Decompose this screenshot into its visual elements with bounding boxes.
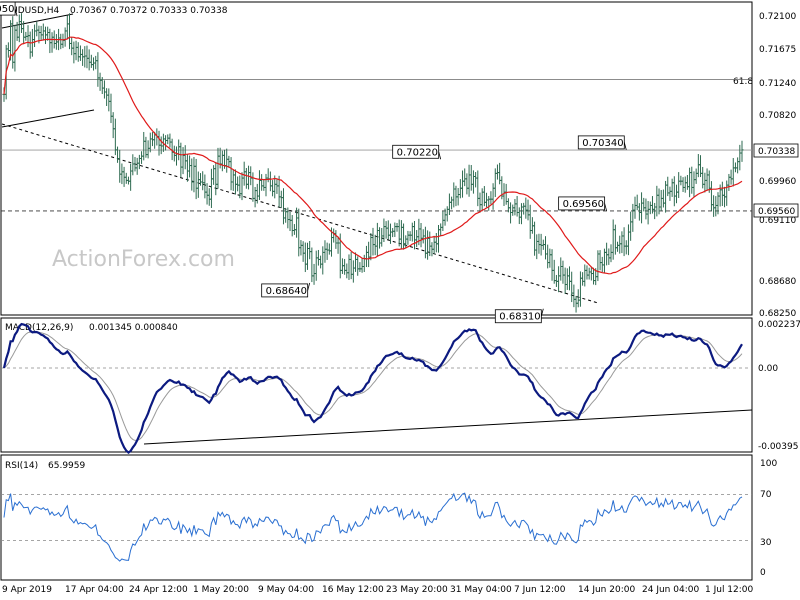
upper-trendline	[1, 13, 74, 29]
macd-title: MACD(12,26,9)	[5, 323, 73, 333]
rsi-line	[3, 492, 743, 562]
macd-values: 0.001345 0.000840	[89, 323, 178, 333]
x-tick: 31 May 04:00	[450, 585, 512, 595]
price-callout: 0.69560	[558, 196, 608, 212]
price-callout-pointer	[604, 203, 608, 212]
x-tick: 23 May 20:00	[386, 585, 448, 595]
rsi-title: RSI(14)	[5, 461, 38, 471]
support-price-tag-box	[753, 203, 799, 218]
price-callout-text: 0.68310	[499, 312, 540, 323]
x-axis: 9 Apr 2019 17 Apr 04:00 24 Apr 12:00 1 M…	[2, 585, 754, 595]
price-callout: 0.72050	[0, 1, 18, 17]
price-title: AUDUSD,H4	[5, 6, 60, 16]
current-price-tag: 0.70338	[753, 143, 799, 158]
macd-panel	[0, 317, 753, 453]
rsi-tick: 0	[760, 568, 766, 578]
price-tick: 0.70820	[759, 111, 796, 121]
price-callout-text: 0.70220	[397, 147, 438, 158]
price-reference-lines	[1, 13, 752, 304]
price-callout-pointer	[307, 282, 311, 291]
price-tick: 0.72100	[759, 12, 796, 22]
x-tick: 14 Jun 20:00	[578, 585, 635, 595]
rsi-tick: 70	[760, 490, 772, 500]
rsi-panel	[0, 454, 753, 581]
macd-line	[2, 322, 743, 455]
price-tick: 0.69110	[759, 216, 796, 226]
macd-tick: -0.00395	[758, 442, 798, 452]
price-callout-pointer	[14, 8, 18, 17]
x-tick: 24 Apr 12:00	[129, 585, 188, 595]
moving-average	[3, 36, 743, 275]
rsi-tick: 30	[760, 538, 772, 548]
price-callout-pointer	[438, 151, 442, 160]
watermark: ActionForex.com	[52, 247, 235, 272]
price-callout-pointer	[623, 142, 627, 150]
rsi-y-axis: 100 70 30 0	[760, 459, 777, 578]
price-callout: 0.70220	[392, 144, 442, 160]
price-callout-text: 0.68640	[266, 286, 307, 297]
price-callout: 0.68310	[494, 308, 544, 324]
macd-tick: 0.00	[758, 364, 778, 374]
price-panel	[0, 1, 753, 316]
price-tick: 0.68250	[759, 309, 796, 319]
support-price-tag: 0.69560	[753, 203, 799, 218]
current-price-tag-box	[753, 143, 799, 158]
x-tick: 1 May 20:00	[193, 585, 249, 595]
macd-tick: 0.002237	[758, 320, 800, 330]
price-tick: 0.71675	[759, 45, 796, 55]
candlesticks	[2, 13, 744, 313]
x-tick: 17 Apr 04:00	[65, 585, 124, 595]
x-tick: 16 May 12:00	[322, 585, 384, 595]
falling-trendline	[1, 123, 599, 304]
price-callouts: 0.72050 0.70220 0.70340 0.69560 0.68640 0.683…	[0, 1, 627, 324]
rsi-tick: 100	[760, 459, 777, 469]
macd-y-axis: 0.002237 0.00 -0.00395	[758, 320, 800, 452]
rsi-lines	[1, 492, 752, 562]
x-tick: 9 Apr 2019	[2, 585, 52, 595]
price-tick: 0.71240	[759, 79, 796, 89]
macd-signal-line	[3, 331, 743, 441]
price-ohlc: 0.70367 0.70372 0.70333 0.70338	[70, 6, 228, 16]
price-callout-text: 0.69560	[563, 199, 604, 210]
price-callout-pointer	[540, 308, 544, 317]
macd-trendline	[143, 409, 753, 445]
x-tick: 7 Jun 12:00	[514, 585, 566, 595]
price-callout: 0.68640	[261, 282, 311, 298]
price-callout-text: 0.70340	[582, 138, 623, 149]
x-tick: 1 Jul 12:00	[705, 585, 754, 595]
ma-line	[3, 36, 743, 275]
x-tick: 24 Jun 04:00	[642, 585, 699, 595]
mid-trendline	[1, 109, 95, 128]
price-callout: 0.70340	[577, 135, 627, 150]
price-y-axis: 0.72100 0.71675 0.71240 0.70820 0.69960 …	[759, 12, 796, 319]
price-tick: 0.69960	[759, 177, 796, 187]
macd-lines	[1, 322, 753, 455]
current-price-tag-text: 0.70338	[758, 147, 795, 157]
price-callout-text: 0.72050	[0, 4, 14, 15]
price-tick: 0.68680	[759, 277, 796, 287]
rsi-value: 65.9959	[48, 461, 85, 471]
fib-label: 61.8	[733, 77, 753, 87]
x-tick: 9 May 04:00	[258, 585, 314, 595]
support-price-tag-text: 0.69560	[758, 207, 795, 217]
